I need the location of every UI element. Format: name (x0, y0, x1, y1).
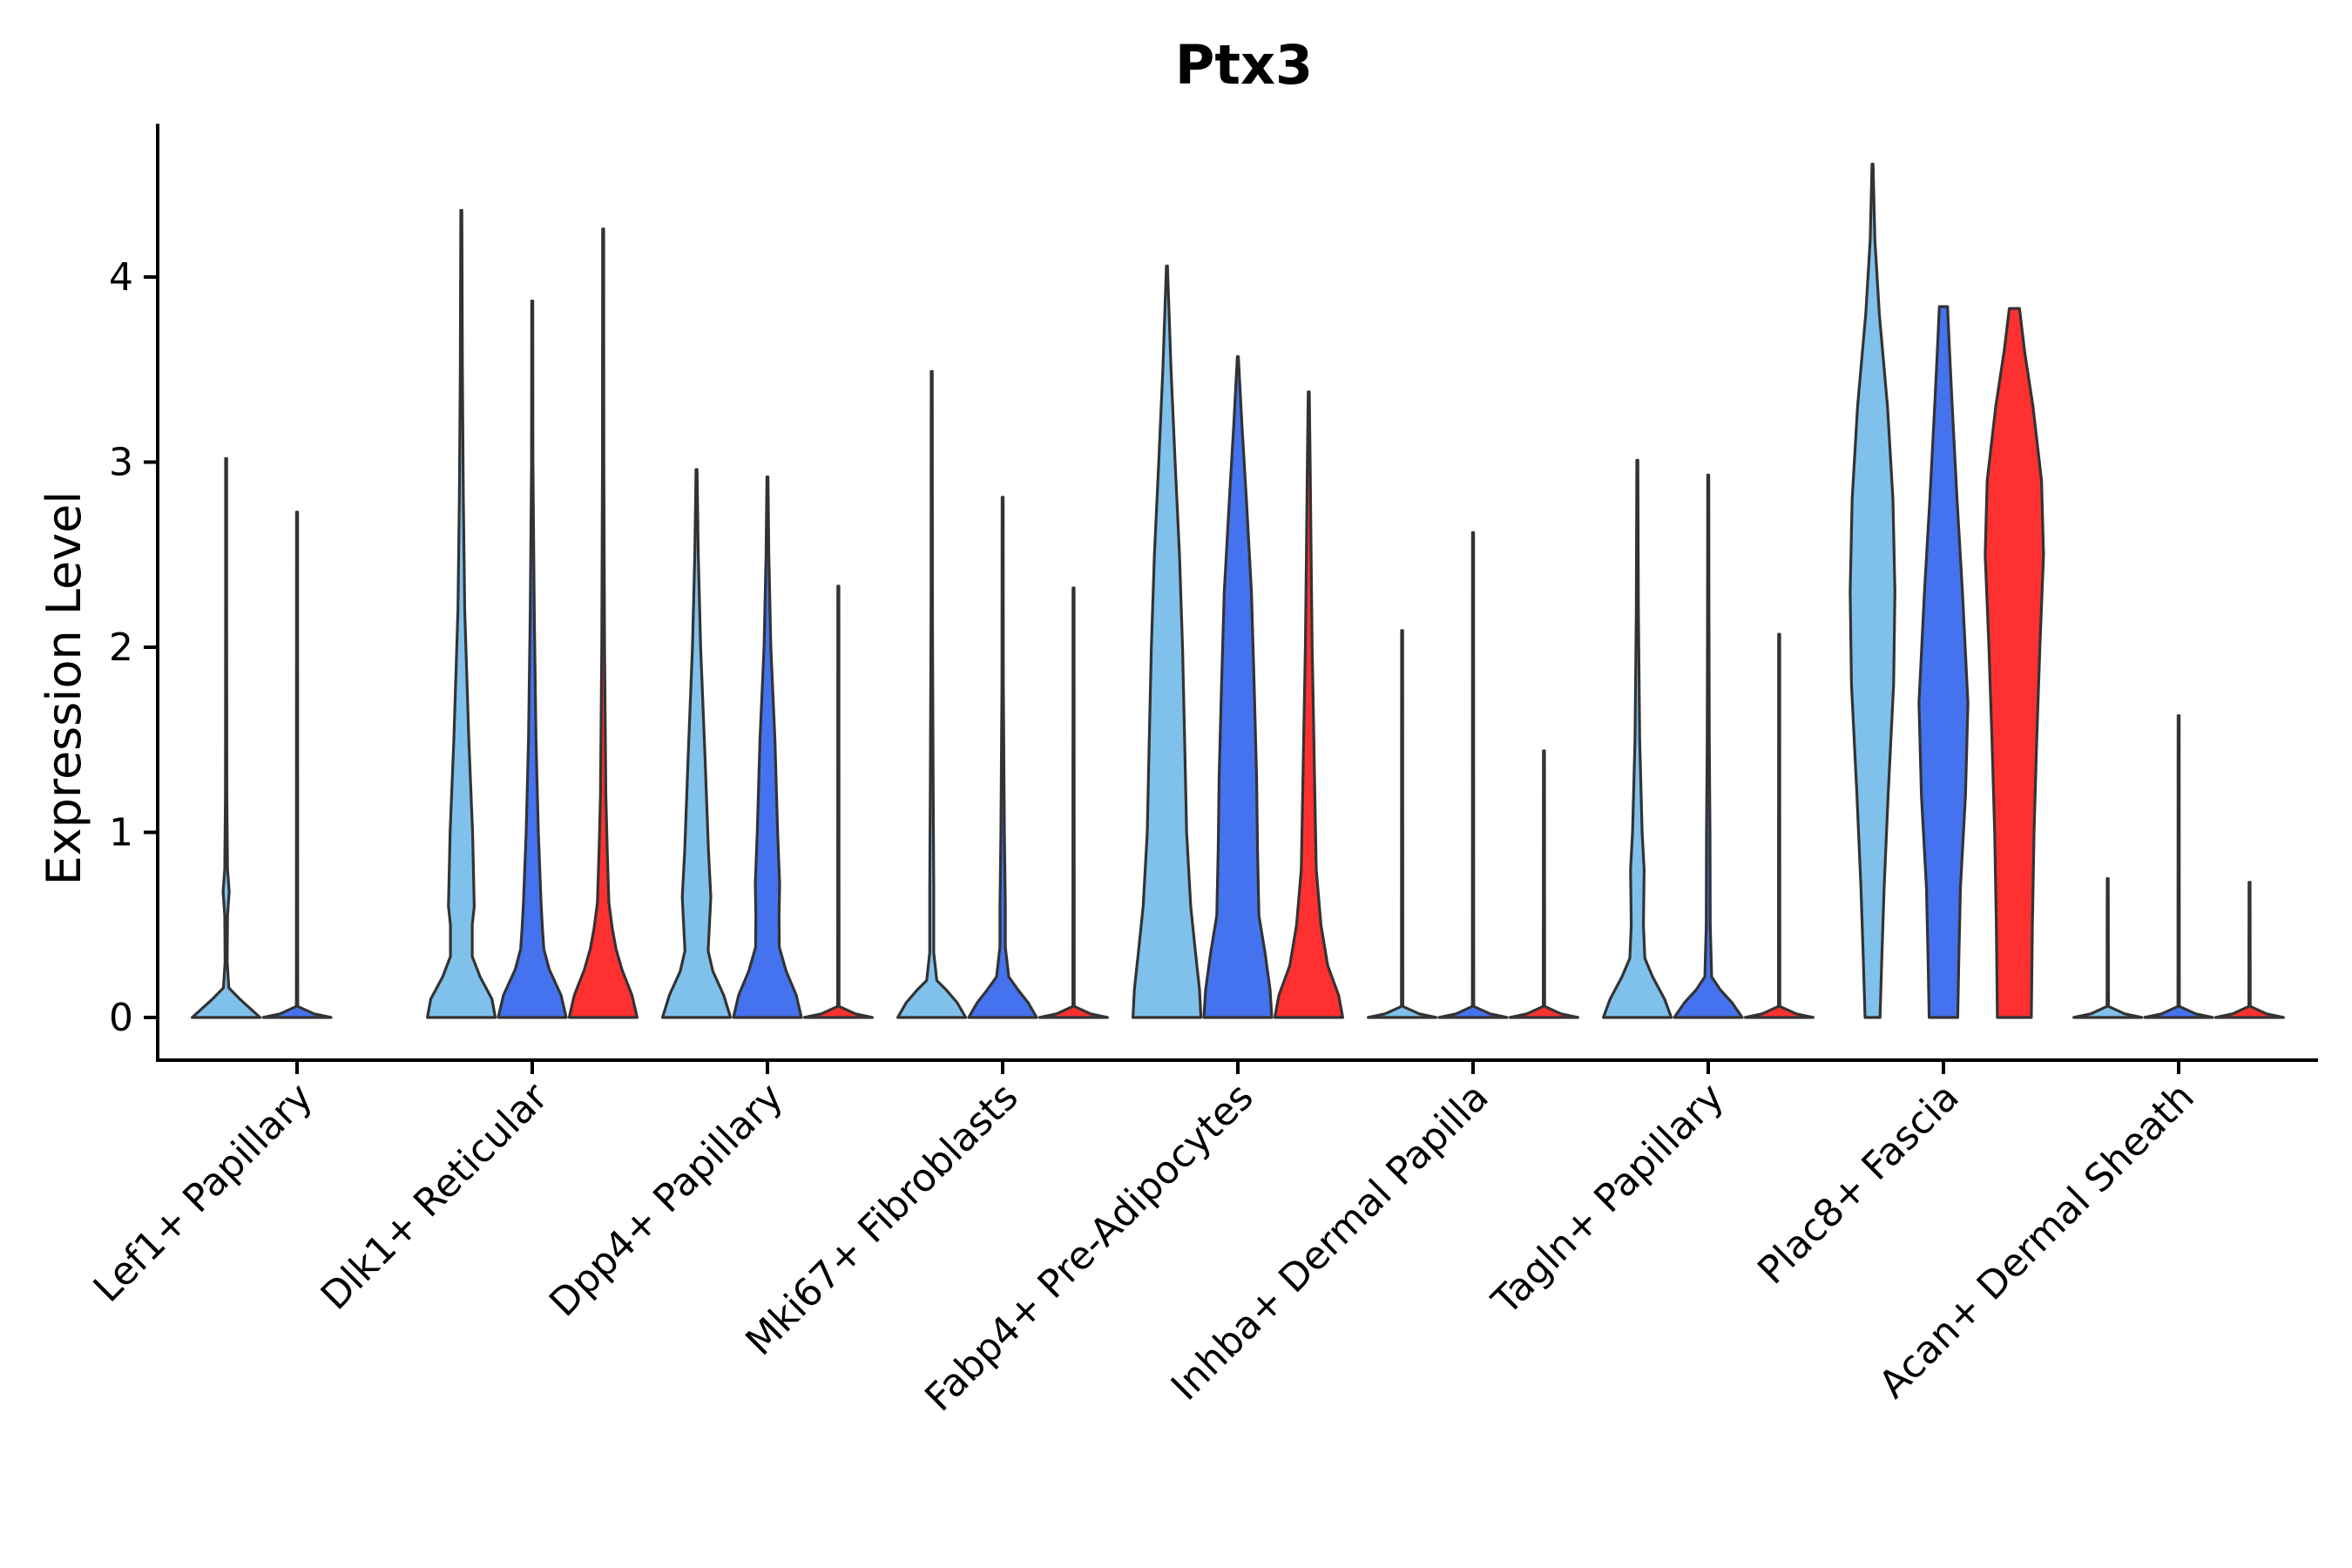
violin-group1 (1132, 264, 1203, 1019)
violin-group1 (2072, 877, 2144, 1019)
violin-group2 (1437, 531, 1509, 1019)
y-ticks: 0 1 2 3 4 (109, 255, 158, 1040)
violin-group1 (191, 456, 262, 1019)
violin-group1 (426, 208, 497, 1019)
violin-group3 (567, 227, 639, 1019)
y-tick-label: 1 (109, 811, 133, 855)
violin-group3 (1743, 632, 1815, 1019)
violin-group2 (1202, 355, 1274, 1019)
violin-group3 (2213, 881, 2285, 1019)
violin-group1 (1848, 162, 1896, 1019)
violin-group2 (1673, 473, 1744, 1019)
violin-group1 (1602, 458, 1673, 1019)
y-tick-label: 0 (109, 996, 133, 1040)
x-tick-label: Lef1+ Papillary (85, 1075, 321, 1311)
violin-group2 (2143, 714, 2214, 1019)
y-axis-label: Expression Level (37, 491, 91, 886)
x-tick-label: Tagln+ Papillary (1484, 1075, 1733, 1324)
y-tick-label: 3 (109, 441, 133, 485)
violin-group1 (1367, 629, 1438, 1019)
y-tick-label: 2 (109, 625, 133, 670)
violin-group3 (1508, 749, 1579, 1019)
violin-group2 (732, 475, 803, 1019)
x-tick-label: Plac8+ Fascia (1749, 1075, 1968, 1294)
violin-group3 (1037, 586, 1109, 1019)
violin-group3 (802, 585, 874, 1019)
violin-group2 (497, 300, 568, 1019)
violin-group2 (967, 496, 1038, 1019)
violin-group3 (1984, 307, 2045, 1019)
violin-group2 (1917, 305, 1970, 1019)
chart-title: Ptx3 (1175, 33, 1313, 97)
violin-group1 (661, 468, 733, 1019)
violin-group1 (896, 369, 968, 1019)
x-tick-label: Dpp4+ Papillary (541, 1075, 792, 1326)
violin-group2 (261, 510, 333, 1019)
violin-group3 (1273, 390, 1344, 1019)
violins-layer (191, 162, 2285, 1019)
y-tick-label: 4 (109, 255, 133, 300)
x-tick-label: Dlk1+ Reticular (313, 1074, 558, 1319)
